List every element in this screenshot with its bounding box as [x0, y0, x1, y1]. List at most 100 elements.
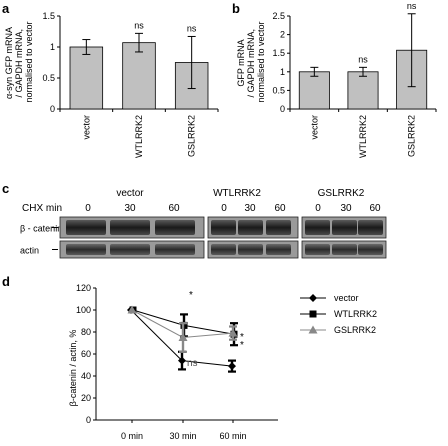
x-category-label: 30 min — [169, 431, 196, 441]
y-tick-label: 60 — [81, 349, 91, 359]
significance-annotation: ns — [187, 358, 198, 369]
blot-band — [266, 244, 291, 255]
significance-annotation: * — [240, 340, 244, 351]
panel-letter-b: b — [232, 1, 240, 16]
significance-label: ns — [187, 23, 197, 33]
time-point-label: 0 — [315, 203, 321, 214]
y-tick-label: 100 — [76, 305, 91, 315]
x-category-label: 60 min — [219, 431, 246, 441]
marker-diamond — [228, 362, 236, 371]
blot-band — [305, 220, 330, 235]
y-axis-label-a-line1: α-syn GFP mRNA — [4, 27, 14, 99]
blot-band — [155, 244, 195, 255]
blot-band — [305, 244, 330, 255]
blot-row-label: actin — [20, 246, 39, 256]
blot-group-vector: vector — [116, 188, 144, 199]
marker-diamond — [178, 356, 186, 365]
time-point-label: 30 — [244, 203, 256, 214]
y-tick-label: 1 — [280, 67, 285, 77]
panel-letter-c: c — [2, 181, 9, 196]
time-point-label: 0 — [85, 203, 91, 214]
marker-square — [309, 310, 317, 318]
panel-letter-d: d — [2, 274, 10, 289]
marker-diamond — [309, 294, 317, 302]
y-axis-label-a-line2: / GAPDH mRNA, — [14, 29, 24, 98]
y-axis-label-a: α-syn GFP mRNA / GAPDH mRNA, normalised … — [4, 21, 34, 102]
x-category-label: WTLRRK2 — [358, 115, 368, 158]
marker-triangle — [178, 333, 188, 341]
western-blot: CHX min vector 0 30 60 WTLRRK2 0 30 60 GSLRRK2 0 30… — [20, 188, 387, 259]
y-tick-label: 40 — [81, 371, 91, 381]
blot-row-label: β - catenin — [20, 224, 62, 234]
x-category-label: vector — [81, 115, 91, 140]
y-tick-label: 0 — [86, 415, 91, 425]
marker-triangle — [308, 325, 318, 334]
legend-label-vector: vector — [334, 293, 359, 303]
y-tick-label: 0 — [50, 104, 55, 114]
significance-label: ns — [358, 54, 368, 64]
x-category-label: WTLRRK2 — [134, 115, 144, 158]
significance-annotation: * — [240, 332, 244, 343]
marker-triangle — [127, 305, 137, 314]
blot-band — [238, 220, 263, 235]
blot-band — [358, 220, 383, 235]
y-tick-label: 1 — [50, 42, 55, 52]
blot-band — [266, 220, 291, 235]
y-tick-label: 0 — [280, 104, 285, 114]
blot-band — [238, 244, 263, 255]
blot-band — [332, 244, 357, 255]
x-category-label: GSLRRK2 — [407, 115, 417, 157]
bar-chart-a: α-syn GFP mRNA / GAPDH mRNA, normalised … — [4, 11, 219, 158]
y-axis-label-b-line2: / GAPDH mRNA, — [246, 29, 256, 98]
y-tick-label: 0.5 — [42, 73, 55, 83]
legend-label-WTLRRK2: WTLRRK2 — [334, 309, 377, 319]
time-point-label: 60 — [274, 203, 286, 214]
significance-label: ns — [407, 1, 417, 11]
time-point-label: 30 — [124, 203, 136, 214]
blot-band — [155, 220, 195, 235]
blot-band — [110, 220, 150, 235]
marker-triangle — [228, 328, 238, 337]
bar-chart-b: GFP mRNA / GAPDH mRNA, normalised to vec… — [236, 1, 437, 158]
y-tick-label: 20 — [81, 393, 91, 403]
blot-band — [110, 244, 150, 255]
y-axis-label-b-line3: normalised to vector — [256, 21, 266, 102]
y-tick-label: 1.5 — [42, 11, 55, 21]
time-point-label: 60 — [369, 203, 381, 214]
panel-letter-a: a — [2, 1, 10, 16]
blot-band — [332, 220, 357, 235]
y-tick-label: 120 — [76, 283, 91, 293]
chx-label: CHX min — [22, 203, 62, 214]
blot-band — [66, 220, 106, 235]
y-tick-label: 80 — [81, 327, 91, 337]
blot-group-GSLRRK2: GSLRRK2 — [318, 188, 365, 199]
significance-annotation: * — [189, 290, 193, 301]
x-category-label: vector — [309, 115, 319, 140]
time-point-label: 0 — [221, 203, 227, 214]
bar-WTLRRK2 — [347, 71, 379, 110]
line-chart-d: β-catenin / actin, % 0 20 40 60 80 100 120 0 mi… — [68, 283, 377, 441]
y-axis-label-b: GFP mRNA / GAPDH mRNA, normalised to vec… — [236, 21, 266, 102]
bar-WTLRRK2 — [122, 42, 156, 110]
y-axis-label-b-line1: GFP mRNA — [236, 39, 246, 86]
blot-band — [66, 244, 106, 255]
y-axis-label-d: β-catenin / actin, % — [68, 330, 78, 407]
time-point-label: 30 — [340, 203, 352, 214]
y-tick-label: 2.5 — [272, 11, 285, 21]
y-tick-label: 0.5 — [272, 85, 285, 95]
x-category-label: GSLRRK2 — [187, 115, 197, 157]
x-category-label: 0 min — [121, 431, 143, 441]
significance-label: ns — [134, 20, 144, 30]
time-point-label: 60 — [168, 203, 180, 214]
blot-group-WTLRRK2: WTLRRK2 — [213, 188, 261, 199]
bar-vector — [69, 46, 104, 110]
y-tick-label: 2 — [280, 30, 285, 40]
y-axis-label-a-line3: normalised to vector — [24, 21, 34, 102]
y-tick-label: 1.5 — [272, 48, 285, 58]
bar-vector — [298, 71, 330, 110]
legend-label-GSLRRK2: GSLRRK2 — [334, 325, 376, 335]
blot-band — [211, 244, 236, 255]
blot-band — [211, 220, 236, 235]
blot-band — [358, 244, 383, 255]
